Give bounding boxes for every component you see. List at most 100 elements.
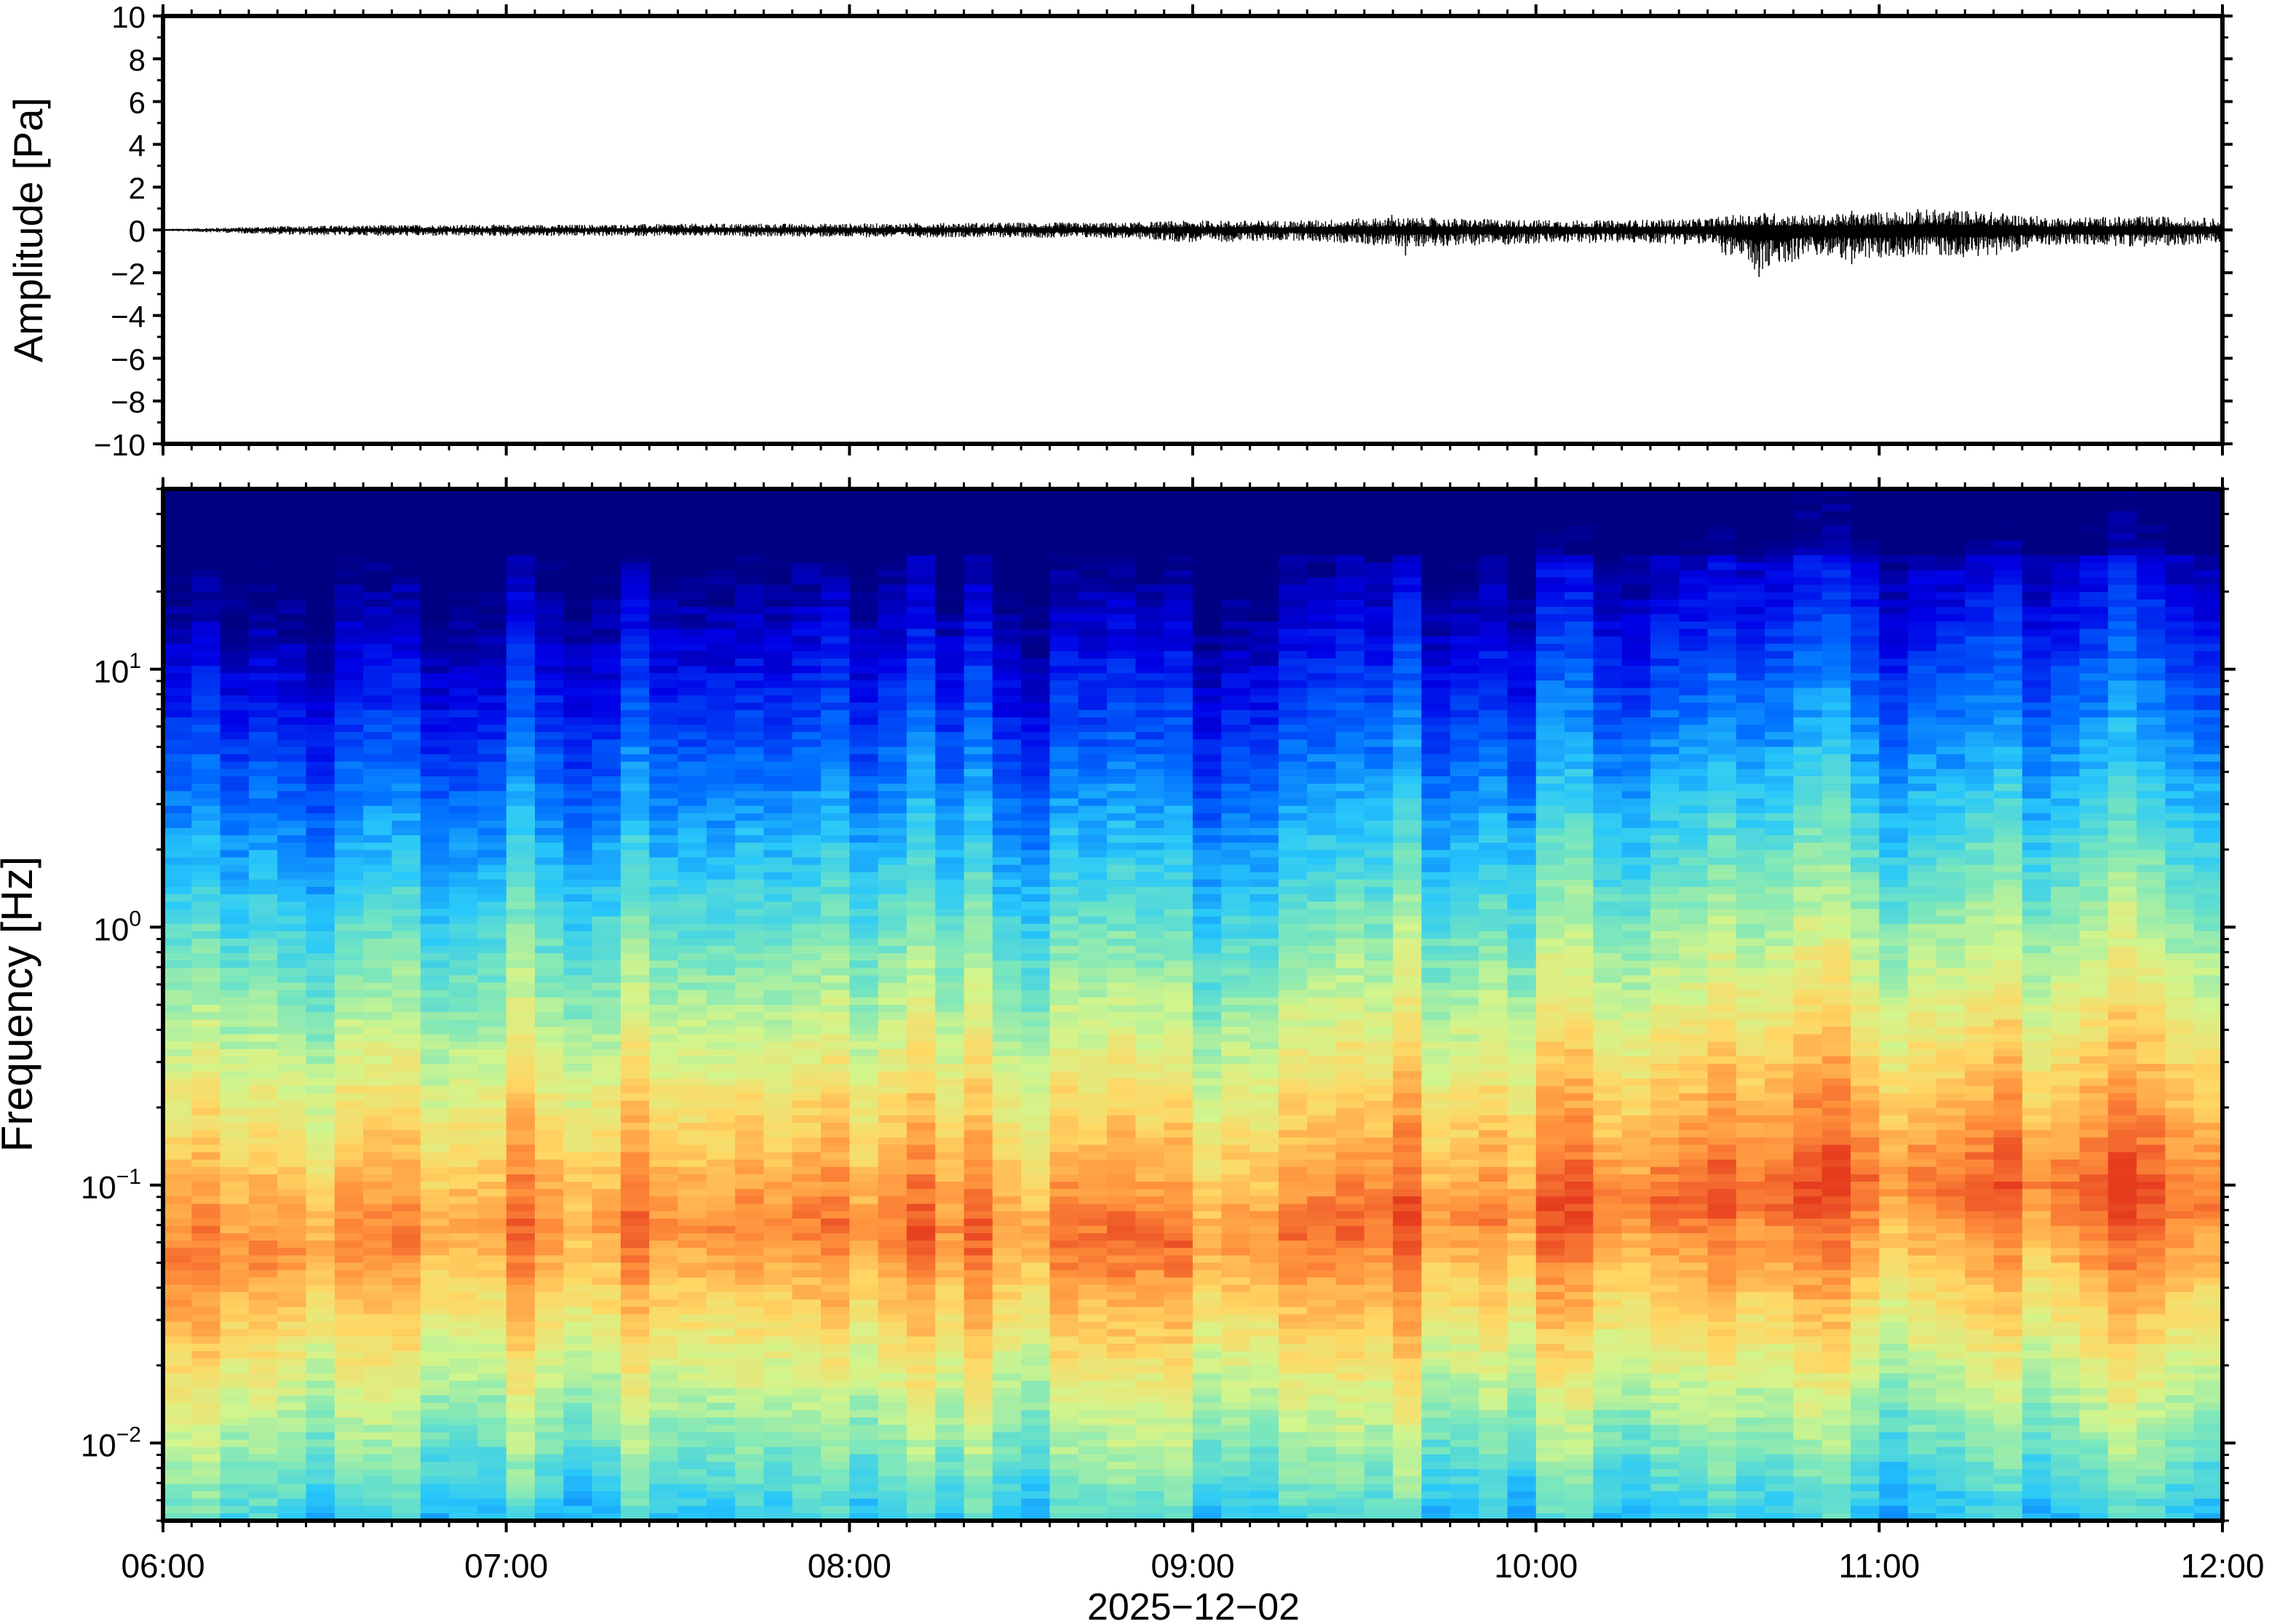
spectrogram-cell [849, 643, 879, 652]
spectrogram-cell [449, 901, 478, 909]
spectrogram-cell [878, 1462, 907, 1470]
spectrogram-cell [420, 1241, 450, 1249]
spectrogram-cell [191, 584, 221, 593]
spectrogram-cell [706, 636, 736, 645]
spectrogram-cell [992, 1056, 1022, 1064]
spectrogram-cell [248, 820, 278, 829]
spectrogram-cell [878, 695, 907, 704]
spectrogram-cell [935, 1402, 965, 1411]
spectrogram-cell [449, 1027, 478, 1035]
spectrogram-cell [878, 886, 907, 895]
spectrogram-cell [306, 1513, 335, 1521]
spectrogram-cell [363, 916, 392, 925]
spectrogram-cell [163, 776, 192, 784]
spectrogram-cell [1107, 776, 1136, 784]
spectrogram-cell [563, 1505, 593, 1514]
spectrogram-cell [735, 1380, 764, 1389]
spectrogram-cell [792, 1064, 822, 1072]
spectrogram-cell [706, 1019, 736, 1028]
spectrogram-cell [677, 636, 707, 645]
spectrogram-cell [935, 533, 965, 541]
spectrogram-cell [506, 1446, 536, 1455]
spectrogram-cell [420, 1027, 450, 1035]
spectrogram-cell [1021, 599, 1051, 608]
spectrogram-cell [849, 1182, 879, 1190]
spectrogram-cell [963, 702, 993, 711]
spectrogram-cell [1078, 894, 1108, 902]
spectrogram-cell [392, 1395, 421, 1404]
spectrogram-cell [906, 1395, 936, 1404]
spectrogram-cell [163, 695, 192, 704]
spectrogram-cell [935, 658, 965, 666]
spectrogram-cell [163, 813, 192, 821]
spectrogram-cell [792, 916, 822, 925]
spectrogram-cell [420, 886, 450, 895]
spectrogram-cell [878, 864, 907, 873]
spectrogram-cell [392, 1182, 421, 1190]
spectrogram-cell [849, 503, 879, 512]
spectrogram-cell [163, 1123, 192, 1131]
spectrogram-cell [592, 1299, 621, 1307]
spectrogram-cell [306, 1152, 335, 1161]
spectrogram-cell [1107, 1130, 1136, 1138]
spectrogram-cell [363, 1410, 392, 1418]
spectrogram-cell [821, 1358, 850, 1366]
spectrogram-cell [420, 592, 450, 600]
spectrogram-cell [191, 1373, 221, 1382]
spectrogram-cell [449, 709, 478, 718]
spectrogram-cell [992, 1366, 1022, 1374]
spectrogram-cell [563, 555, 593, 563]
spectrogram-cell [992, 1380, 1022, 1389]
spectrogram-cell [792, 570, 822, 578]
spectrogram-cell [277, 1152, 307, 1161]
spectrogram-cell [620, 1343, 650, 1352]
spectrogram-cell [306, 1019, 335, 1028]
spectrogram-cell [821, 584, 850, 593]
spectrogram-cell [506, 1100, 536, 1109]
spectrogram-cell [878, 813, 907, 821]
spectrogram-cell [620, 1402, 650, 1411]
spectrogram-cell [220, 1454, 250, 1462]
spectrogram-cell [649, 709, 679, 718]
spectrogram-cell [306, 1064, 335, 1072]
spectrogram-cell [649, 1321, 679, 1330]
spectrogram-cell [306, 813, 335, 821]
spectrogram-cell [620, 761, 650, 770]
spectrogram-cell [706, 1307, 736, 1315]
spectrogram-cell [420, 555, 450, 563]
spectrogram-cell [392, 1307, 421, 1315]
spectrogram-cell [1107, 1277, 1136, 1286]
spectrogram-cell [248, 1351, 278, 1359]
spectrogram-cell [935, 768, 965, 777]
spectrogram-cell [306, 1388, 335, 1396]
spectrogram-cell [792, 702, 822, 711]
spectrogram-cell [592, 1241, 621, 1249]
spectrogram-cell [792, 1041, 822, 1050]
spectrogram-cell [334, 1491, 364, 1500]
spectrogram-cell [191, 1152, 221, 1161]
spectrogram-cell [535, 1476, 564, 1484]
spectrogram-cell [535, 1439, 564, 1448]
spectrogram-cell [1107, 754, 1136, 763]
spectrogram-cell [449, 1343, 478, 1352]
spectrogram-cell [649, 1262, 679, 1271]
spectrogram-cell [1078, 1196, 1108, 1205]
spectrogram-cell [392, 1476, 421, 1484]
spectrogram-cell [935, 754, 965, 763]
spectrogram-cell [477, 1432, 507, 1441]
spectrogram-cell [763, 725, 793, 733]
spectrogram-cell [306, 1314, 335, 1323]
spectrogram-cell [706, 946, 736, 954]
spectrogram-cell [449, 747, 478, 755]
spectrogram-cell [506, 768, 536, 777]
spectrogram-cell [277, 813, 307, 821]
spectrogram-cell [1107, 1034, 1136, 1043]
spectrogram-cell [248, 1233, 278, 1241]
spectrogram-cell [992, 975, 1022, 984]
spectrogram-cell [735, 1358, 764, 1366]
spectrogram-cell [963, 725, 993, 733]
spectrogram-cell [1107, 909, 1136, 918]
spectrogram-cell [392, 1166, 421, 1175]
spectrogram-cell [1049, 1078, 1079, 1087]
spectrogram-cell [649, 1432, 679, 1441]
